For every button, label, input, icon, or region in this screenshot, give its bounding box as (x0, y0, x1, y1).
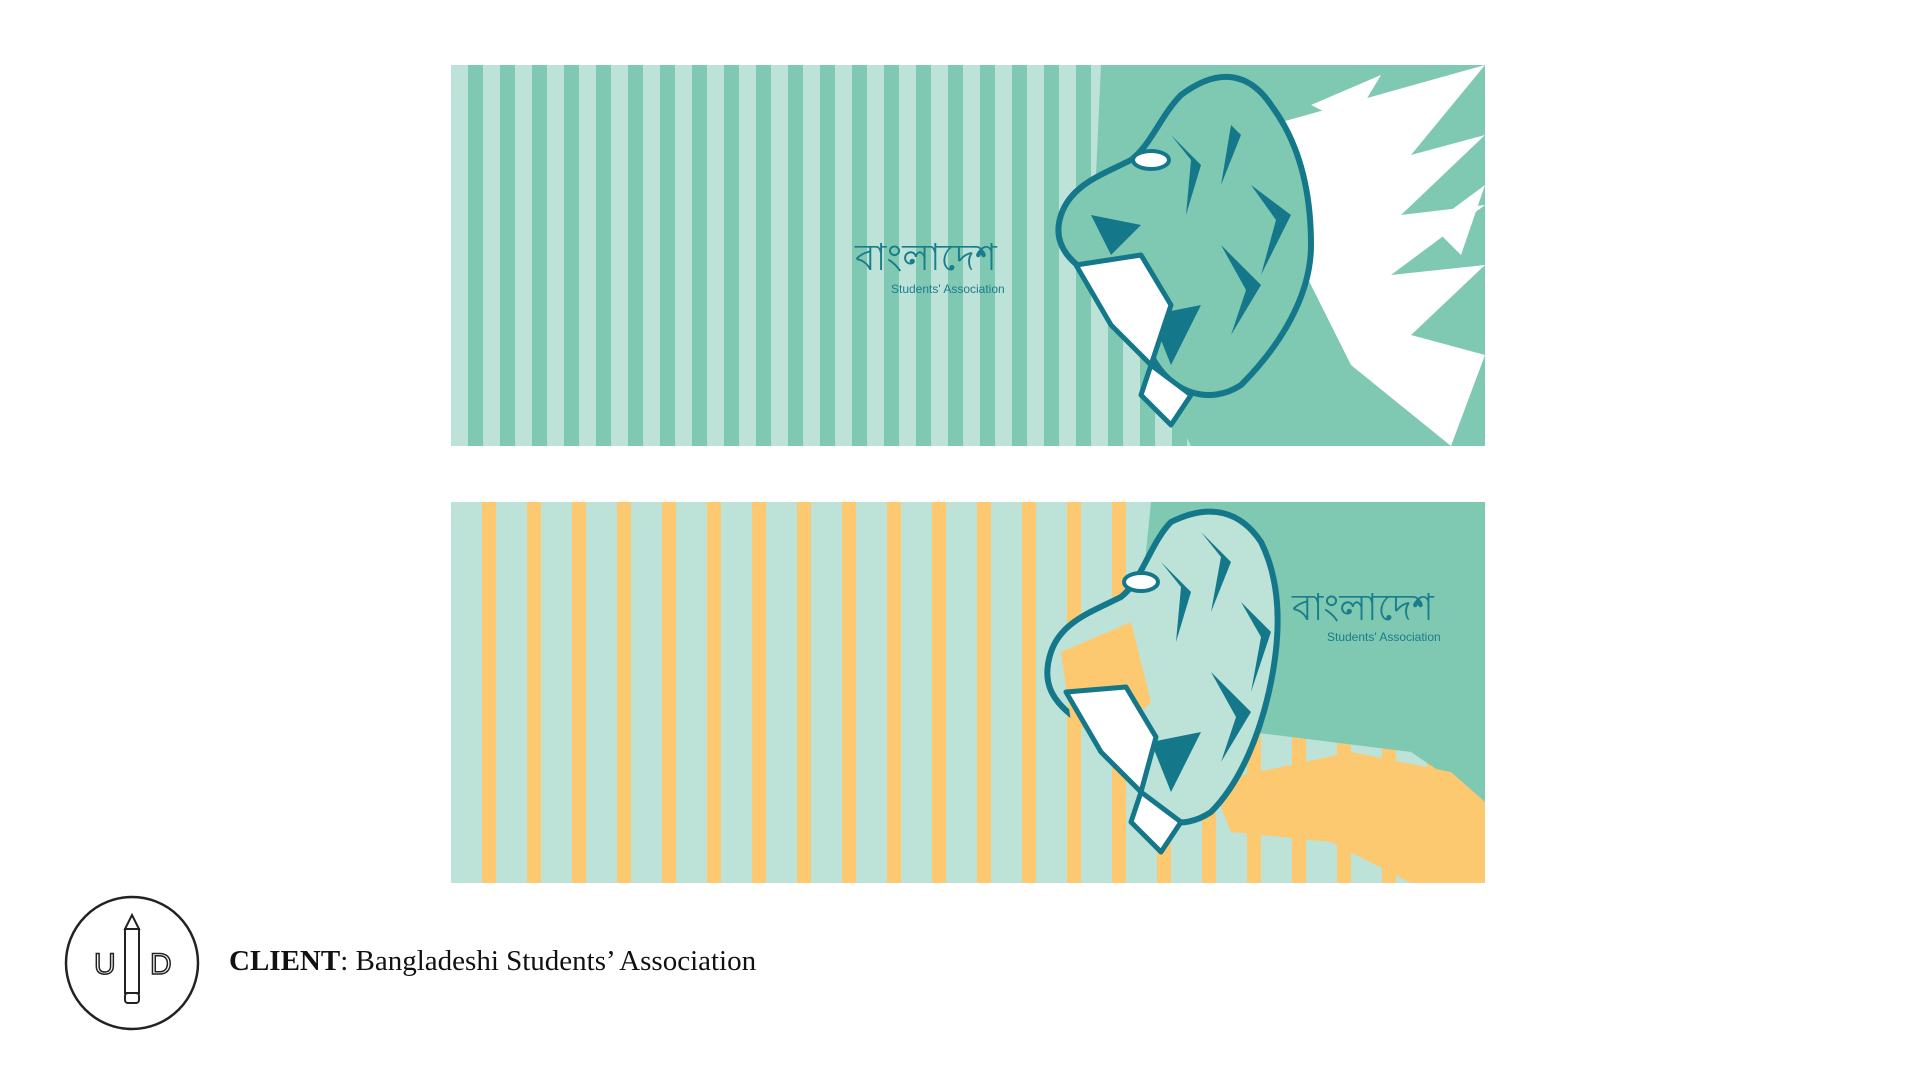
banner-yellow: বাংলাদেশ Students' Association (451, 502, 1485, 883)
yellow-stripe-band (707, 502, 721, 883)
tiger-eye (1131, 149, 1171, 171)
teal-stripe-band (884, 65, 899, 446)
tiger-eye (1122, 571, 1160, 593)
teal-stripe-band (500, 65, 515, 446)
teal-stripe-band (468, 65, 483, 446)
yellow-stripe-band (482, 502, 496, 883)
yellow-stripe-band (797, 502, 811, 883)
teal-stripe-band (564, 65, 579, 446)
teal-stripe-band (724, 65, 739, 446)
logo-letter-d: D (150, 948, 172, 981)
teal-stripe-band (1012, 65, 1027, 446)
yellow-stripe-band (662, 502, 676, 883)
teal-stripe-band (916, 65, 931, 446)
bangla-title: বাংলাদেশ (855, 236, 997, 279)
association-subtitle: Students' Association (891, 282, 1005, 296)
yellow-stripe-band (932, 502, 946, 883)
teal-stripe-band (788, 65, 803, 446)
teal-stripe-band (980, 65, 995, 446)
teal-stripe-band (756, 65, 771, 446)
teal-stripe-band (852, 65, 867, 446)
banner-yellow-artwork (451, 502, 1485, 883)
yellow-stripe-band (617, 502, 631, 883)
teal-stripe-band (532, 65, 547, 446)
logo-circle (64, 895, 200, 1031)
teal-stripe-band (820, 65, 835, 446)
yellow-stripe-band (752, 502, 766, 883)
client-separator: : (340, 945, 356, 977)
teal-stripe-band (692, 65, 707, 446)
teal-stripe-band (660, 65, 675, 446)
teal-stripe-band (948, 65, 963, 446)
yellow-stripe-band (527, 502, 541, 883)
tiger-mouth (1063, 684, 1184, 855)
bangla-title: বাংলাদেশ (1292, 586, 1434, 629)
client-label: CLIENT (229, 945, 341, 977)
yellow-stripe-band (977, 502, 991, 883)
yellow-stripe-band (572, 502, 586, 883)
yellow-stripe-band (1022, 502, 1036, 883)
yellow-stripe-band (842, 502, 856, 883)
banner-teal: বাংলাদেশ Students' Association (451, 65, 1485, 446)
client-name: Bangladeshi Students’ Association (355, 945, 757, 977)
pencil-icon (123, 912, 141, 1004)
logo-letter-u: U (94, 948, 116, 981)
teal-stripe-band (1044, 65, 1059, 446)
client-caption: CLIENT: Bangladeshi Students’ Associatio… (229, 945, 756, 978)
teal-stripe-band (596, 65, 611, 446)
association-subtitle: Students' Association (1327, 630, 1441, 644)
ud-logo: U D (64, 895, 200, 1031)
teal-stripe-band (628, 65, 643, 446)
tiger-stripes (1151, 532, 1271, 792)
tiger-mouth (1073, 252, 1194, 428)
tiger-mane (1211, 752, 1485, 883)
yellow-stripe-band (887, 502, 901, 883)
tiger-mane (1271, 65, 1485, 446)
banner-teal-artwork (451, 65, 1485, 446)
